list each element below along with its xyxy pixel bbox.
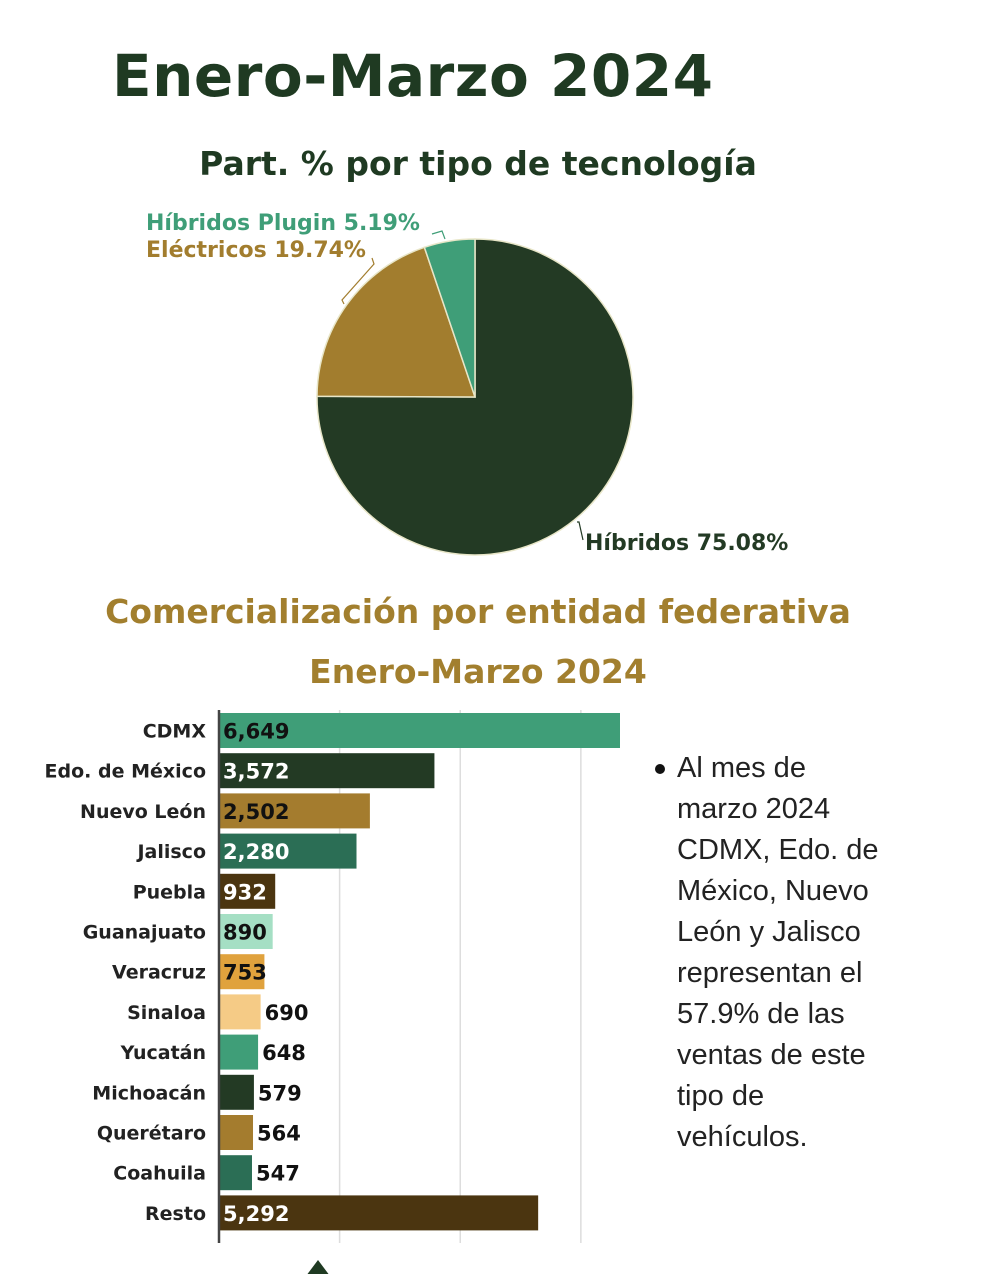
value-label: 6,649 (223, 720, 289, 744)
value-label: 3,572 (223, 760, 289, 784)
page-title: Enero-Marzo 2024 (112, 42, 714, 110)
bar-12 (219, 1195, 539, 1231)
pie-slice-2 (423, 238, 476, 398)
note-line: Al mes de (677, 752, 806, 784)
value-label: 564 (257, 1122, 301, 1146)
bar-5 (219, 914, 273, 949)
bar-6 (219, 954, 265, 990)
bar-7 (219, 994, 261, 1030)
pie-label-2: Híbridos Plugin 5.19% (146, 211, 420, 236)
category-label: Sinaloa (127, 1002, 206, 1024)
pie-title: Part. % por tipo de tecnología (199, 144, 757, 183)
pie-label-1: Eléctricos 19.74% (146, 238, 366, 263)
category-label: Puebla (133, 881, 206, 903)
note-bullet: Al mes de marzo 2024 CDMX, Edo. de México, … (655, 748, 878, 1158)
bar-4 (219, 873, 276, 909)
value-label: 753 (223, 961, 267, 985)
category-label: Querétaro (97, 1123, 206, 1145)
pie-chart: Híbridos 75.08% Eléctricos 19.74%Híbridos… (146, 211, 788, 556)
note-line: México, Nuevo (677, 875, 869, 907)
category-label: Nuevo León (80, 801, 206, 823)
bar-2 (219, 793, 370, 829)
value-label: 932 (223, 880, 267, 904)
note-line: marzo 2024 (677, 793, 831, 825)
bullet-icon (655, 764, 665, 774)
category-label: Veracruz (112, 962, 206, 984)
note-line: CDMX, Edo. de (677, 834, 879, 866)
pie-label-0: Híbridos 75.08% (585, 531, 788, 556)
category-label: CDMX (143, 721, 207, 743)
note-line: representan el (677, 957, 863, 989)
bar-9 (219, 1074, 254, 1110)
bar-8 (219, 1034, 259, 1070)
pie-slice-1 (316, 246, 477, 398)
category-label: Guanajuato (83, 922, 206, 944)
bar-11 (219, 1155, 252, 1191)
value-label: 890 (223, 921, 267, 945)
note-line: vehículos. (677, 1121, 808, 1153)
triangle-marker-icon (307, 1260, 329, 1274)
leader-line (431, 230, 446, 240)
value-label: 2,280 (223, 840, 289, 864)
leader-line (341, 257, 375, 305)
bar-chart-subtitle: Enero-Marzo 2024 (309, 652, 647, 691)
bar-10 (219, 1115, 254, 1150)
category-label: Resto (145, 1203, 206, 1225)
value-label: 5,292 (223, 1202, 289, 1226)
bar-0 (219, 713, 620, 748)
category-label: Michoacán (92, 1082, 206, 1104)
value-label: 690 (265, 1001, 309, 1025)
category-label: Edo. de México (45, 761, 206, 783)
value-label: 648 (262, 1041, 306, 1065)
value-label: 579 (258, 1081, 302, 1105)
note-line: León y Jalisco (677, 916, 861, 948)
category-label: Jalisco (135, 841, 206, 863)
note-line: tipo de (677, 1080, 765, 1112)
category-label: Yucatán (120, 1042, 206, 1064)
leader-line (577, 521, 584, 541)
category-label: Coahuila (113, 1163, 206, 1185)
note-line: 57.9% de las (677, 998, 845, 1030)
bar-3 (219, 833, 357, 869)
note-line: ventas de este (677, 1039, 866, 1071)
bar-1 (219, 753, 435, 789)
value-label: 2,502 (223, 800, 289, 824)
bar-chart-title: Comercialización por entidad federativa (105, 592, 851, 631)
value-label: 547 (256, 1162, 300, 1186)
